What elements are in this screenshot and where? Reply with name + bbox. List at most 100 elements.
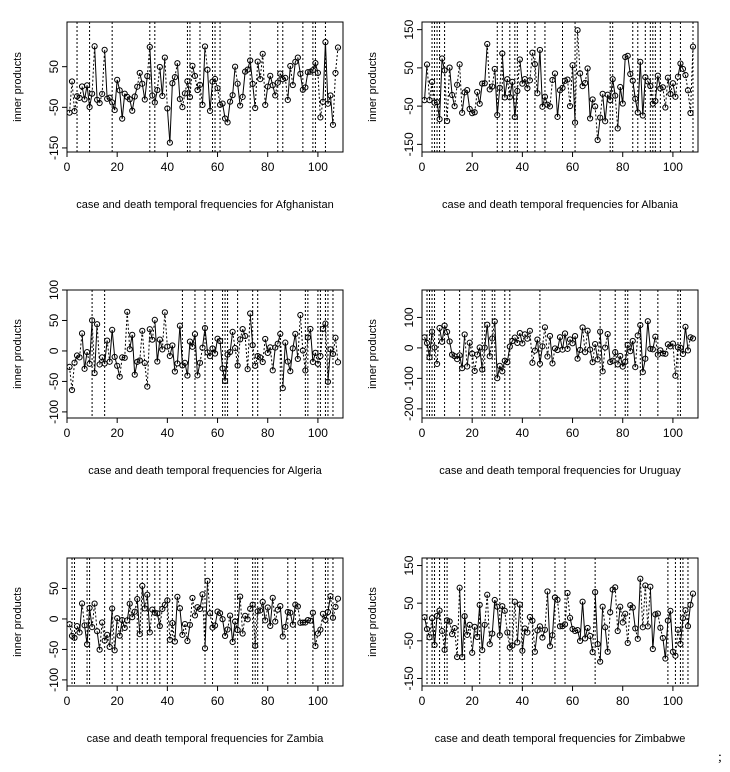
y-tick-label: -150 <box>402 666 416 690</box>
series-segment <box>506 79 511 98</box>
x-tick-label: 0 <box>64 694 71 708</box>
series-segment <box>461 334 466 369</box>
data-point <box>199 101 206 108</box>
series-segment <box>459 64 463 113</box>
series-segment <box>79 333 83 358</box>
data-point <box>234 362 241 369</box>
series-segment <box>199 84 203 105</box>
data-point <box>191 612 199 619</box>
y-tick-label: -50 <box>402 97 416 115</box>
series-segment <box>242 615 246 634</box>
data-point <box>86 604 93 612</box>
data-point <box>114 76 121 83</box>
data-point <box>171 368 178 375</box>
series-segment <box>516 332 521 344</box>
data-point <box>524 85 531 92</box>
data-point <box>282 339 289 346</box>
series-segment <box>461 92 466 113</box>
data-point <box>669 80 677 87</box>
series-segment <box>134 86 138 97</box>
panel-albania: 0 20 40 60 80 100 -150 -50 50 150 case and death t… <box>367 19 699 211</box>
data-point <box>644 318 651 325</box>
data-point <box>129 614 136 621</box>
data-point <box>524 335 531 342</box>
data-point <box>104 337 111 344</box>
series-segment <box>217 88 221 105</box>
data-point <box>294 355 301 363</box>
data-point <box>204 66 211 73</box>
series-segment <box>229 95 234 102</box>
series-segment <box>674 76 679 97</box>
data-point <box>679 65 687 73</box>
panel-afghanistan: 0 20 40 60 80 100 -150 -50 50 case and death temp… <box>12 21 344 211</box>
series-segment <box>454 355 458 360</box>
data-point <box>609 357 616 364</box>
data-point <box>529 49 536 56</box>
series-segment <box>669 610 674 652</box>
data-point <box>94 628 101 635</box>
series-segment <box>476 91 481 104</box>
series-segment <box>429 331 433 358</box>
series-segment <box>484 594 488 625</box>
series-segment <box>129 99 133 111</box>
series-segment <box>529 330 533 363</box>
series-segment <box>639 325 644 373</box>
series-segment <box>494 321 498 379</box>
data-point <box>264 349 271 356</box>
series-segment <box>171 623 176 642</box>
data-point <box>106 358 113 365</box>
data-point <box>423 625 431 633</box>
series-segment <box>602 606 606 628</box>
plot-frame <box>66 21 344 153</box>
series-segment <box>76 625 81 633</box>
series-segment <box>139 72 143 84</box>
series-segment <box>496 365 501 379</box>
data-point <box>461 331 468 338</box>
x-tick-label: 80 <box>261 694 275 708</box>
data-point <box>131 608 138 615</box>
data-point <box>534 336 541 343</box>
data-point <box>201 645 209 652</box>
data-point <box>612 349 619 356</box>
data-point <box>672 93 679 100</box>
data-point <box>569 340 576 347</box>
plot-frame <box>66 557 344 687</box>
series-segment <box>139 585 143 635</box>
data-point <box>617 603 624 610</box>
x-axis-title: case and death temporal frequencies for … <box>87 733 325 745</box>
y-axis-title: inner products <box>12 52 24 122</box>
data-point <box>607 97 614 104</box>
data-point <box>674 73 682 80</box>
series-segment <box>219 612 224 620</box>
data-point <box>599 368 606 375</box>
series-segment <box>584 627 589 639</box>
series-segment <box>91 46 96 94</box>
data-point <box>116 373 123 380</box>
series-segment <box>282 342 286 389</box>
data-point <box>443 117 451 125</box>
data-point <box>299 619 306 626</box>
data-point <box>119 115 126 122</box>
series-segment <box>330 349 334 355</box>
series-segment <box>609 589 614 613</box>
data-point <box>684 623 692 630</box>
data-point <box>471 109 478 116</box>
series-segment <box>604 94 609 122</box>
series-segment <box>272 347 276 371</box>
series-segment <box>184 623 188 642</box>
x-tick-label: 100 <box>663 694 683 708</box>
data-point <box>106 94 113 101</box>
data-point <box>211 75 219 83</box>
data-point <box>159 92 166 100</box>
series-segment <box>476 347 481 355</box>
data-point <box>211 622 219 629</box>
series-segment <box>489 338 493 357</box>
data-point <box>294 603 301 610</box>
data-point <box>249 80 256 87</box>
series-segment <box>204 327 209 353</box>
data-point <box>496 84 503 91</box>
data-point <box>634 635 641 642</box>
data-point <box>529 617 536 624</box>
data-point <box>481 80 488 87</box>
data-point <box>474 88 481 96</box>
